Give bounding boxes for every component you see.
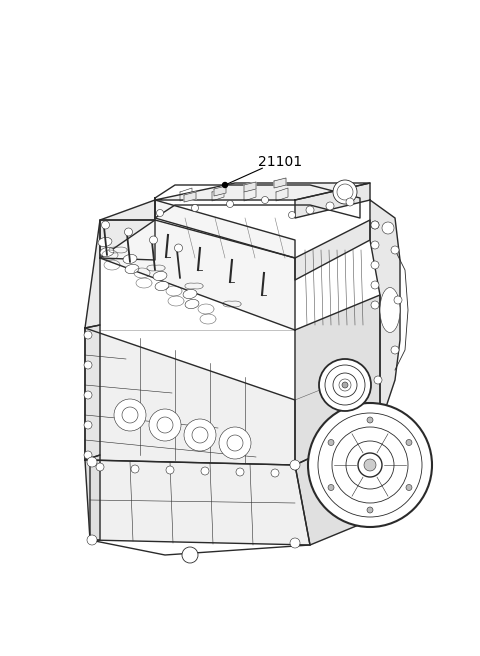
Circle shape: [227, 201, 233, 207]
Circle shape: [325, 365, 365, 405]
Circle shape: [371, 261, 379, 269]
Circle shape: [84, 361, 92, 369]
Circle shape: [333, 180, 357, 204]
Polygon shape: [274, 178, 286, 188]
Circle shape: [131, 465, 139, 473]
Circle shape: [114, 399, 146, 431]
Circle shape: [166, 466, 174, 474]
Circle shape: [156, 209, 164, 216]
Polygon shape: [214, 186, 226, 196]
Circle shape: [371, 221, 379, 229]
Circle shape: [288, 211, 296, 218]
Circle shape: [371, 241, 379, 249]
Circle shape: [332, 427, 408, 503]
Circle shape: [236, 468, 244, 476]
Circle shape: [84, 421, 92, 429]
Circle shape: [182, 547, 198, 563]
Circle shape: [346, 441, 394, 489]
Circle shape: [328, 485, 334, 491]
Circle shape: [124, 228, 132, 236]
Polygon shape: [295, 183, 370, 218]
Polygon shape: [295, 220, 370, 280]
Circle shape: [371, 281, 379, 289]
Circle shape: [227, 435, 243, 451]
Polygon shape: [244, 182, 256, 192]
Circle shape: [339, 379, 351, 391]
Ellipse shape: [153, 272, 167, 281]
Circle shape: [157, 417, 173, 433]
Polygon shape: [90, 460, 310, 545]
Circle shape: [333, 373, 357, 397]
Polygon shape: [155, 200, 295, 258]
Circle shape: [337, 184, 353, 200]
Circle shape: [149, 236, 157, 244]
Polygon shape: [155, 185, 360, 218]
Circle shape: [223, 182, 228, 188]
Circle shape: [346, 198, 354, 206]
Circle shape: [122, 407, 138, 423]
Circle shape: [391, 346, 399, 354]
Circle shape: [406, 440, 412, 445]
Circle shape: [149, 409, 181, 441]
Ellipse shape: [125, 264, 139, 274]
Polygon shape: [85, 455, 100, 540]
Circle shape: [382, 222, 394, 234]
Circle shape: [328, 440, 334, 445]
Circle shape: [358, 453, 382, 477]
Circle shape: [192, 427, 208, 443]
Circle shape: [374, 376, 382, 384]
Polygon shape: [85, 200, 155, 328]
Polygon shape: [85, 328, 295, 465]
Circle shape: [290, 460, 300, 470]
Circle shape: [87, 457, 97, 467]
Circle shape: [101, 221, 109, 229]
Circle shape: [391, 246, 399, 254]
Circle shape: [308, 403, 432, 527]
Circle shape: [367, 507, 373, 513]
Circle shape: [319, 359, 371, 411]
Polygon shape: [295, 425, 395, 545]
Circle shape: [184, 419, 216, 451]
Ellipse shape: [98, 237, 112, 247]
Ellipse shape: [183, 289, 197, 298]
Circle shape: [394, 296, 402, 304]
Text: 21101: 21101: [258, 155, 302, 169]
Circle shape: [290, 538, 300, 548]
Circle shape: [219, 427, 251, 459]
Circle shape: [326, 202, 334, 210]
Polygon shape: [184, 192, 196, 202]
Ellipse shape: [155, 281, 169, 291]
Circle shape: [342, 382, 348, 388]
Circle shape: [371, 301, 379, 309]
Circle shape: [192, 205, 199, 211]
Polygon shape: [370, 200, 400, 425]
Polygon shape: [100, 220, 295, 330]
Circle shape: [364, 459, 376, 471]
Circle shape: [87, 535, 97, 545]
Circle shape: [84, 451, 92, 459]
Ellipse shape: [123, 255, 137, 264]
Polygon shape: [155, 183, 370, 200]
Polygon shape: [100, 220, 155, 260]
Ellipse shape: [185, 299, 199, 308]
Circle shape: [318, 413, 422, 517]
Ellipse shape: [380, 287, 400, 333]
Circle shape: [262, 197, 268, 203]
Circle shape: [271, 469, 279, 477]
Circle shape: [367, 417, 373, 423]
Circle shape: [306, 206, 314, 214]
Polygon shape: [85, 325, 100, 460]
Ellipse shape: [100, 247, 114, 256]
Polygon shape: [295, 295, 380, 465]
Circle shape: [96, 463, 104, 471]
Circle shape: [175, 244, 182, 252]
Circle shape: [84, 331, 92, 339]
Circle shape: [291, 462, 299, 470]
Circle shape: [201, 467, 209, 475]
Circle shape: [84, 391, 92, 399]
Circle shape: [371, 221, 379, 229]
Circle shape: [406, 485, 412, 491]
